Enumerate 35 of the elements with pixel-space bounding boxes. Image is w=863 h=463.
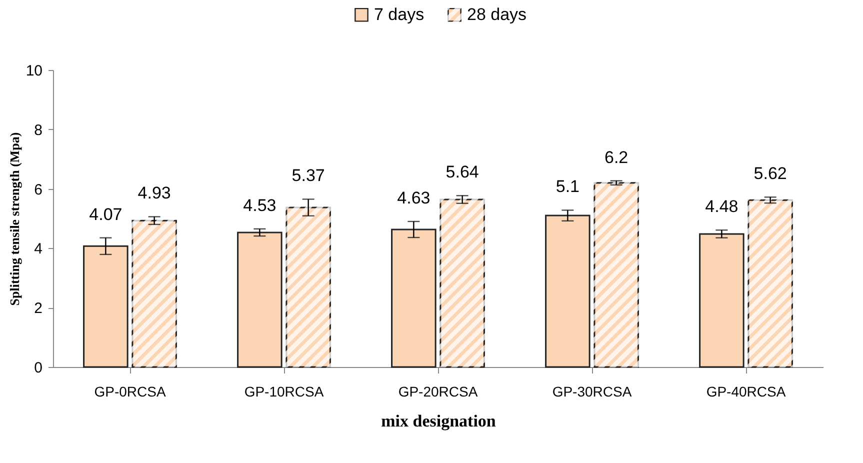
- legend-label: 7 days: [374, 4, 424, 24]
- y-tick-label: 2: [34, 300, 42, 318]
- data-label: 5.1: [556, 177, 580, 196]
- data-label: 4.63: [397, 188, 430, 208]
- bar: [545, 214, 590, 368]
- x-tick-label: GP-0RCSA: [94, 384, 166, 400]
- data-label: 5.64: [446, 162, 479, 182]
- bar: [286, 206, 331, 368]
- bar: [83, 245, 128, 368]
- x-tick-label: GP-10RCSA: [244, 384, 324, 400]
- data-label: 5.37: [292, 166, 325, 186]
- x-tick-label: GP-30RCSA: [552, 384, 632, 400]
- y-tick-label: 10: [26, 62, 42, 80]
- data-label: 4.93: [138, 184, 171, 203]
- bar: [237, 232, 282, 368]
- bar: [748, 199, 793, 368]
- x-tick-label: GP-20RCSA: [398, 384, 478, 400]
- data-label: 6.2: [604, 148, 628, 167]
- y-tick-label: 0: [34, 360, 42, 376]
- bar: [391, 228, 436, 368]
- legend-label: 28 days: [467, 4, 527, 24]
- bar: [699, 233, 744, 368]
- y-tick-label: 8: [34, 122, 42, 139]
- data-label: 4.07: [89, 204, 122, 224]
- y-tick-label: 6: [34, 181, 42, 198]
- bar: [132, 220, 177, 368]
- y-axis-title: Splitting tensile strength (Mpa): [6, 132, 22, 306]
- data-label: 4.53: [243, 196, 276, 215]
- x-axis-title: mix designation: [381, 412, 496, 430]
- data-label: 5.62: [754, 164, 787, 184]
- x-tick-label: GP-40RCSA: [706, 384, 786, 400]
- bar: [440, 198, 485, 368]
- data-label: 4.48: [705, 197, 738, 216]
- bar: [594, 182, 639, 368]
- y-tick-label: 4: [34, 240, 42, 258]
